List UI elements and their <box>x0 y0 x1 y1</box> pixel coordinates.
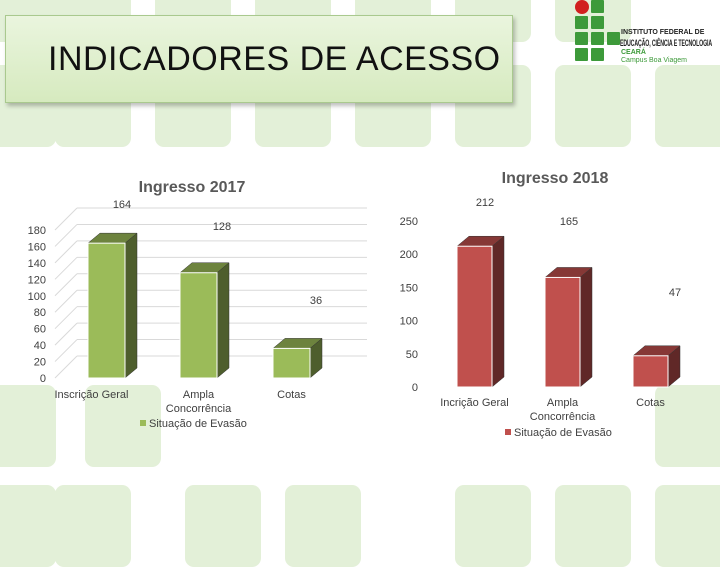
ifce-logo: INSTITUTO FEDERAL DE EDUCAÇÃO, CIÊNCIA E… <box>575 0 720 65</box>
background-tile <box>655 385 720 467</box>
bar-3 <box>272 347 311 379</box>
bar-side <box>216 262 230 379</box>
category-label: Concorrência <box>166 403 232 415</box>
data-label: 212 <box>476 197 494 209</box>
background-tile <box>555 65 631 147</box>
slide-title: INDICADORES DE ACESSO <box>48 40 501 78</box>
y-tick-label: 200 <box>400 249 418 261</box>
legend-label: Situação de Evasão <box>514 427 612 439</box>
gridline-diagonal <box>54 240 78 264</box>
y-tick-label: 0 <box>40 373 46 385</box>
background-tile <box>655 65 720 147</box>
logo-line2: EDUCAÇÃO, CIÊNCIA E TECNOLOGIA <box>620 38 713 48</box>
y-tick-label: 80 <box>34 307 46 319</box>
legend-swatch <box>140 420 146 426</box>
logo-line1: INSTITUTO FEDERAL DE <box>621 29 705 36</box>
bar-2 <box>544 276 581 388</box>
bar-side <box>491 235 505 388</box>
category-label: Ampla <box>547 397 579 409</box>
data-label: 164 <box>113 199 131 211</box>
data-label: 47 <box>669 287 681 299</box>
y-tick-label: 250 <box>400 216 418 228</box>
legend-label: Situação de Evasão <box>149 418 247 430</box>
category-label: Cotas <box>277 389 306 401</box>
gridline-diagonal <box>54 322 78 346</box>
chart-title: Ingresso 2017 <box>139 179 246 196</box>
y-tick-label: 60 <box>34 324 46 336</box>
gridline-diagonal <box>54 339 78 362</box>
background-tile <box>0 385 56 467</box>
data-label: 36 <box>310 295 322 307</box>
category-label: Ampla <box>183 389 215 401</box>
y-tick-label: 140 <box>28 258 46 270</box>
data-label: 128 <box>213 221 231 233</box>
y-tick-label: 100 <box>400 316 418 328</box>
gridline-diagonal <box>54 224 78 247</box>
category-label: Cotas <box>636 397 665 409</box>
logo-line3: CEARÁ <box>621 49 646 56</box>
gridline-diagonal <box>54 273 78 297</box>
y-tick-label: 120 <box>28 274 46 286</box>
category-label: Incrição Geral <box>440 397 508 409</box>
title-box: INDICADORES DE ACESSO <box>5 15 513 103</box>
y-tick-label: 20 <box>34 357 46 369</box>
bar-side <box>124 232 138 379</box>
y-tick-label: 150 <box>400 282 418 294</box>
logo-line4: Campus Boa Viagem <box>621 57 688 64</box>
background-tile <box>85 385 161 467</box>
gridline-diagonal <box>54 355 78 379</box>
gridline-diagonal <box>54 207 78 231</box>
chart-title: Ingresso 2018 <box>502 170 609 187</box>
y-tick-label: 0 <box>412 382 418 394</box>
category-label: Concorrência <box>530 411 596 423</box>
category-label: Inscrição Geral <box>55 389 129 401</box>
legend-swatch <box>505 429 511 435</box>
gridline-diagonal <box>54 289 78 313</box>
bar-3 <box>632 355 669 388</box>
y-tick-label: 100 <box>28 291 46 303</box>
y-tick-label: 180 <box>28 225 46 237</box>
gridline-diagonal <box>54 306 78 330</box>
gridline-diagonal <box>54 256 78 280</box>
bar-2 <box>179 272 218 379</box>
y-tick-label: 160 <box>28 241 46 253</box>
charts: Ingresso 2017 0 20 40 60 80 100 120 140 160 180 164… <box>28 170 681 439</box>
bar-side <box>579 266 593 388</box>
bar-1 <box>456 245 493 388</box>
data-label: 165 <box>560 216 578 228</box>
bar-1 <box>87 242 126 379</box>
y-tick-label: 40 <box>34 340 46 352</box>
y-tick-label: 50 <box>406 349 418 361</box>
